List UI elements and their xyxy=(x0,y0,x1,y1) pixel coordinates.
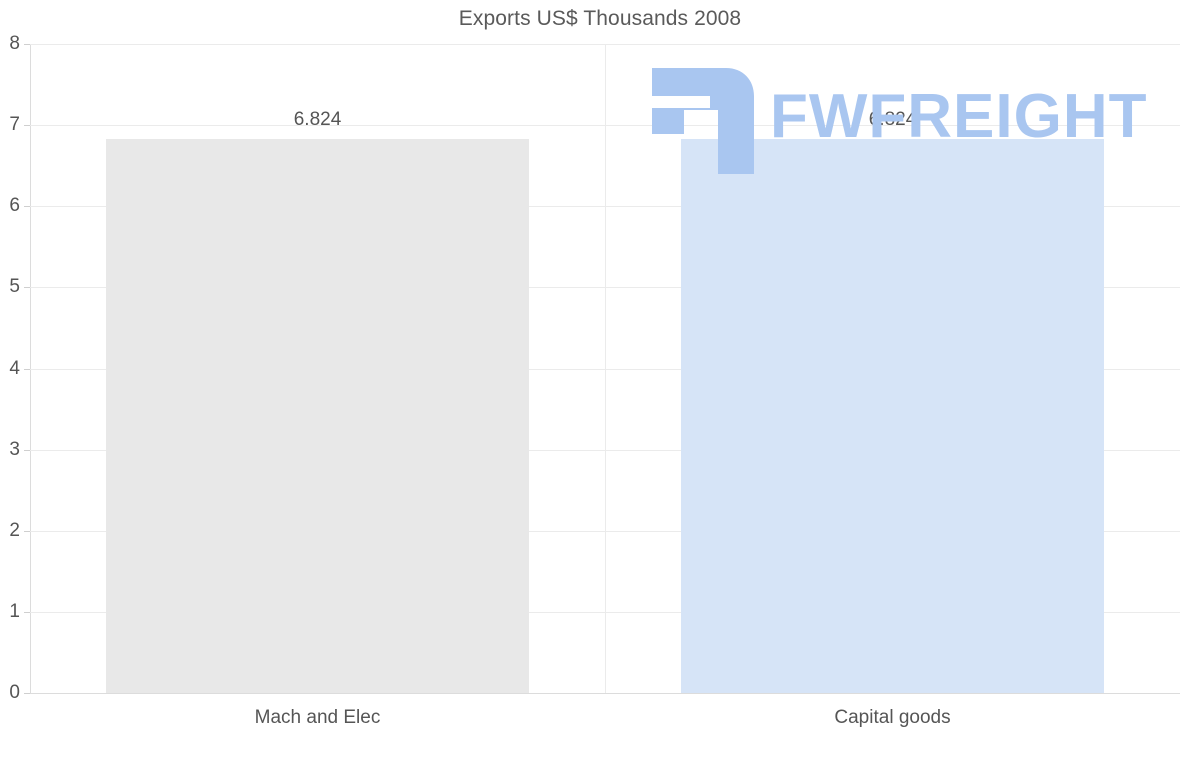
y-tick-3 xyxy=(24,449,30,451)
bar-value-label-0: 6.824 xyxy=(293,109,342,131)
y-tick-1 xyxy=(24,611,30,613)
y-tick-label-3: 3 xyxy=(9,438,20,460)
y-tick-label-2: 2 xyxy=(9,519,20,541)
y-tick-label-1: 1 xyxy=(9,600,20,622)
plot-area xyxy=(30,44,1180,694)
y-tick-label-7: 7 xyxy=(9,114,20,136)
y-tick-label-4: 4 xyxy=(9,357,20,379)
gridline-y-0 xyxy=(30,693,1180,694)
bar-value-label-1: 6.824 xyxy=(868,109,917,131)
y-tick-label-8: 8 xyxy=(9,33,20,54)
y-tick-label-5: 5 xyxy=(9,276,20,298)
y-tick-6 xyxy=(24,206,30,208)
y-tick-5 xyxy=(24,287,30,289)
y-tick-7 xyxy=(24,125,30,127)
x-tick-label-mach-and-elec: Mach and Elec xyxy=(254,707,381,728)
y-tick-8 xyxy=(24,44,30,45)
y-tick-label-6: 6 xyxy=(9,195,20,217)
chart-title: Exports US$ Thousands 2008 xyxy=(458,7,742,30)
y-tick-4 xyxy=(24,368,30,370)
y-tick-2 xyxy=(24,530,30,532)
y-tick-label-0: 0 xyxy=(9,682,20,703)
bar-capital-goods[interactable] xyxy=(681,139,1104,693)
vertical-gridline-1 xyxy=(605,44,606,693)
x-tick-label-capital-goods: Capital goods xyxy=(834,707,951,728)
y-tick-0 xyxy=(24,693,30,694)
bar-mach-and-elec[interactable] xyxy=(106,139,529,693)
